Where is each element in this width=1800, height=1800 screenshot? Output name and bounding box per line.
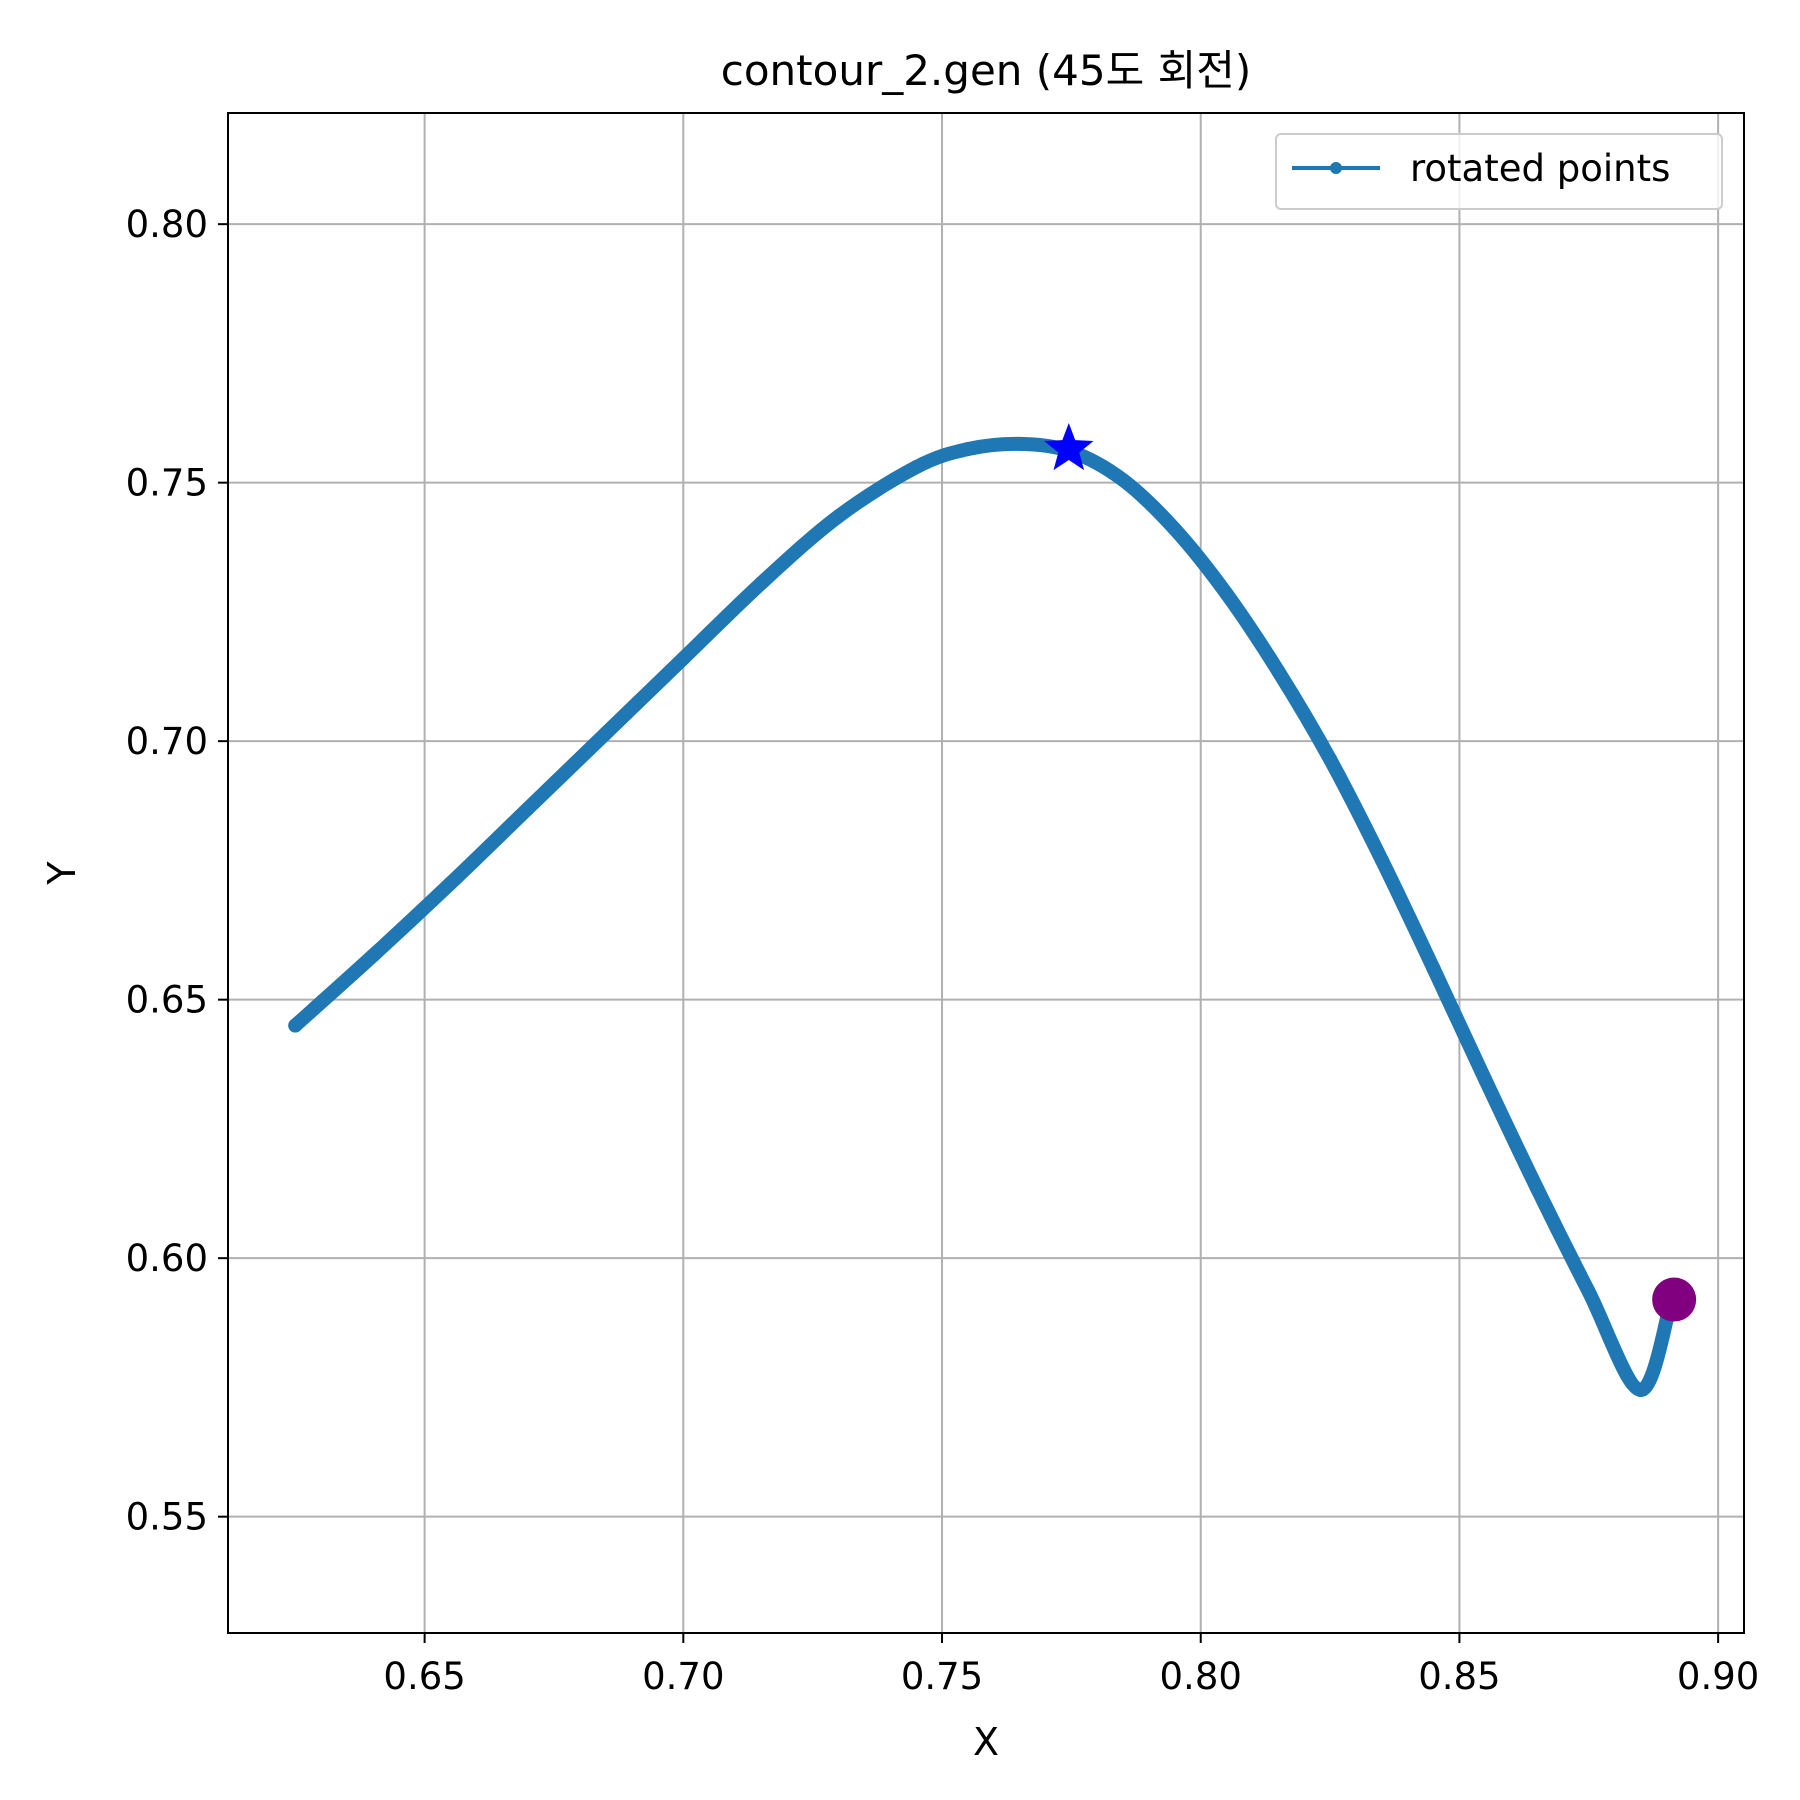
- markers-layer: [1044, 423, 1697, 1322]
- y-tick-label: 0.75: [126, 462, 208, 505]
- series-point: [1323, 752, 1338, 767]
- series-point: [443, 876, 458, 891]
- series-point: [753, 576, 768, 591]
- series-point: [1426, 961, 1441, 976]
- series-point: [365, 948, 380, 963]
- x-tick-label: 0.75: [901, 1655, 983, 1698]
- end-point-marker: [1652, 1277, 1697, 1322]
- series-point: [1271, 664, 1286, 679]
- y-tick-label: 0.70: [126, 720, 208, 763]
- plot-frame: [227, 112, 1745, 1634]
- series-point: [1116, 473, 1131, 488]
- series-point: [521, 801, 536, 816]
- legend: rotated points: [1275, 133, 1723, 210]
- x-axis-title: X: [973, 1720, 999, 1764]
- legend-label: rotated points: [1410, 147, 1670, 190]
- x-tick-label: 0.85: [1418, 1655, 1500, 1698]
- series-layer: [288, 436, 1679, 1398]
- legend-box: [1275, 133, 1723, 210]
- series-point: [1581, 1284, 1596, 1299]
- ticks: 0.65 0.70 0.75 0.80 0.85 0.90 0.55 0.60 0.65 0.70…: [126, 203, 1760, 1698]
- series-point: [1530, 1181, 1545, 1196]
- x-tick-label: 0.90: [1677, 1655, 1759, 1698]
- y-axis-title: Y: [40, 861, 84, 886]
- x-tick-label: 0.65: [383, 1655, 465, 1698]
- legend-marker-swatch: [1330, 162, 1342, 174]
- x-tick-label: 0.80: [1160, 1655, 1242, 1698]
- y-tick-label: 0.80: [126, 203, 208, 246]
- series-point: [1167, 522, 1182, 537]
- series-point: [909, 460, 924, 475]
- series-point: [598, 726, 613, 741]
- series-point: [1374, 853, 1389, 868]
- series-point: [676, 651, 691, 666]
- y-tick-label: 0.60: [126, 1237, 208, 1280]
- grid: [228, 113, 1744, 1633]
- x-tick-label: 0.70: [642, 1655, 724, 1698]
- series-point: [1633, 1383, 1648, 1398]
- series-point: [288, 1018, 303, 1033]
- series-point: [1478, 1072, 1493, 1087]
- y-tick-label: 0.55: [126, 1496, 208, 1539]
- star-marker: [1044, 423, 1094, 471]
- y-tick-label: 0.65: [126, 979, 208, 1022]
- series-point: [1219, 586, 1234, 601]
- series-point: [960, 442, 975, 457]
- series-point: [831, 509, 846, 524]
- chart-title: contour_2.gen (45도 회전): [721, 46, 1252, 95]
- series-point: [1012, 436, 1027, 451]
